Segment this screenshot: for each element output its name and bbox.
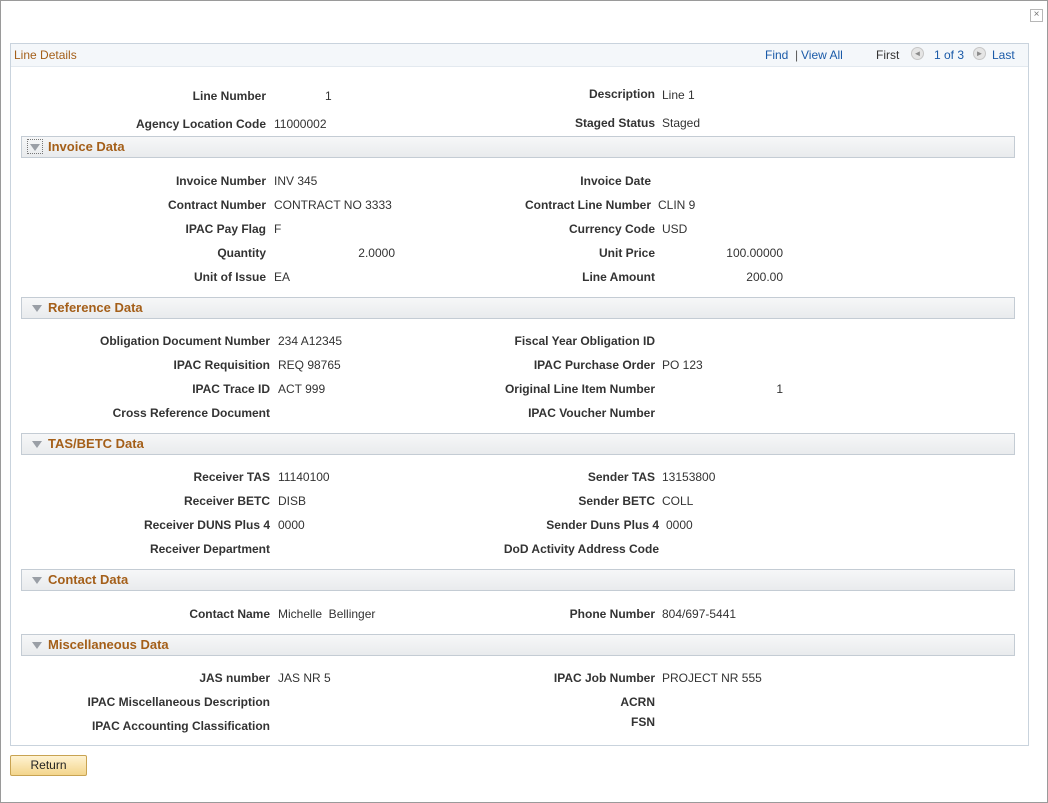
miscellaneous-data-section-header[interactable]: Miscellaneous Data: [21, 634, 1015, 656]
quantity-label: Quantity: [217, 246, 266, 260]
cross-reference-document-label: Cross Reference Document: [112, 406, 270, 420]
reference-data-title: Reference Data: [48, 300, 143, 315]
agency-location-code-label: Agency Location Code: [135, 117, 266, 131]
sender-betc-value: COLL: [662, 494, 694, 508]
obligation-document-number-value: 234 A12345: [278, 334, 343, 348]
tas-betc-data-title: TAS/BETC Data: [48, 436, 144, 451]
description-value: Line 1: [662, 88, 695, 102]
dod-activity-address-code-label: DoD Activity Address Code: [503, 542, 659, 556]
invoice-number-value: INV 345: [274, 174, 318, 188]
line-details-panel: Line Details Find | View All First ◄ 1 o…: [10, 43, 1029, 746]
find-link[interactable]: Find: [765, 48, 789, 62]
contract-line-number-label: Contract Line Number: [524, 198, 651, 212]
ipac-misc-description-label: IPAC Miscellaneous Description: [87, 695, 271, 709]
original-line-item-number-value: 1: [776, 382, 783, 396]
nav-separator: |: [795, 48, 799, 62]
unit-price-value: 100.00000: [726, 246, 783, 260]
ipac-purchase-order-label: IPAC Purchase Order: [533, 358, 655, 372]
ipac-trace-id-value: ACT 999: [278, 382, 326, 396]
contact-data-section-header[interactable]: Contact Data: [21, 569, 1015, 591]
unit-price-label: Unit Price: [598, 246, 655, 260]
last-link[interactable]: Last: [992, 48, 1015, 62]
view-all-link[interactable]: View All: [801, 48, 843, 62]
collapse-triangle-icon: [32, 642, 42, 649]
description-label: Description: [588, 87, 655, 101]
sender-tas-value: 13153800: [662, 470, 716, 484]
return-button[interactable]: Return: [10, 755, 87, 776]
row-position: 1 of 3: [934, 48, 965, 62]
line-number-value: 1: [325, 89, 332, 103]
contract-number-value: CONTRACT NO 3333: [274, 198, 392, 212]
original-line-item-number-label: Original Line Item Number: [504, 382, 655, 396]
prev-arrow-icon[interactable]: ◄: [911, 47, 924, 60]
line-number-label: Line Number: [192, 89, 266, 103]
collapse-toggle[interactable]: [27, 139, 43, 154]
staged-status-label: Staged Status: [574, 116, 655, 130]
receiver-duns-label: Receiver DUNS Plus 4: [143, 518, 270, 532]
invoice-data-title: Invoice Data: [48, 139, 125, 154]
collapse-triangle-icon: [32, 577, 42, 584]
next-arrow-icon[interactable]: ►: [973, 47, 986, 60]
collapse-triangle-icon: [32, 305, 42, 312]
receiver-department-label: Receiver Department: [149, 542, 270, 556]
ipac-purchase-order-value: PO 123: [662, 358, 703, 372]
invoice-data-section-header[interactable]: Invoice Data: [21, 136, 1015, 158]
jas-number-value: JAS NR 5: [278, 671, 331, 685]
ipac-accounting-classification-label: IPAC Accounting Classification: [91, 719, 270, 733]
receiver-betc-label: Receiver BETC: [183, 494, 270, 508]
ipac-requisition-label: IPAC Requisition: [173, 358, 270, 372]
ipac-job-number-label: IPAC Job Number: [553, 671, 655, 685]
sender-betc-label: Sender BETC: [578, 494, 655, 508]
invoice-number-label: Invoice Number: [175, 174, 266, 188]
staged-status-value: Staged: [662, 116, 701, 130]
contact-data-title: Contact Data: [48, 572, 129, 587]
phone-number-value: 804/697-5441: [662, 607, 737, 621]
invoice-date-label: Invoice Date: [580, 174, 651, 188]
ipac-pay-flag-label: IPAC Pay Flag: [185, 222, 266, 236]
contact-name-value: Michelle Bellinger: [278, 607, 376, 621]
quantity-value: 2.0000: [358, 246, 395, 260]
ipac-pay-flag-value: F: [274, 222, 282, 236]
panel-title: Line Details: [14, 48, 77, 62]
jas-number-label: JAS number: [199, 671, 270, 685]
ipac-job-number-value: PROJECT NR 555: [662, 671, 762, 685]
miscellaneous-data-title: Miscellaneous Data: [48, 637, 169, 652]
agency-location-code-value: 11000002: [274, 117, 327, 131]
phone-number-label: Phone Number: [569, 607, 655, 621]
collapse-triangle-icon: [30, 144, 40, 151]
unit-of-issue-label: Unit of Issue: [193, 270, 266, 284]
contract-line-number-value: CLIN 9: [658, 198, 696, 212]
first-label: First: [876, 48, 900, 62]
currency-code-label: Currency Code: [568, 222, 655, 236]
receiver-duns-value: 0000: [278, 518, 305, 532]
sender-duns-label: Sender Duns Plus 4: [546, 518, 659, 532]
obligation-document-number-label: Obligation Document Number: [99, 334, 270, 348]
unit-of-issue-value: EA: [274, 270, 291, 284]
tas-betc-data-section-header[interactable]: TAS/BETC Data: [21, 433, 1015, 455]
contract-number-label: Contract Number: [167, 198, 266, 212]
currency-code-value: USD: [662, 222, 688, 236]
receiver-tas-label: Receiver TAS: [193, 470, 270, 484]
panel-header: Line Details Find | View All First ◄ 1 o…: [11, 44, 1028, 67]
ipac-voucher-number-label: IPAC Voucher Number: [528, 406, 655, 420]
contact-name-label: Contact Name: [189, 607, 270, 621]
receiver-tas-value: 11140100: [278, 470, 330, 484]
sender-duns-value: 0000: [666, 518, 693, 532]
line-amount-label: Line Amount: [582, 270, 655, 284]
fsn-label: FSN: [631, 715, 655, 729]
ipac-requisition-value: REQ 98765: [278, 358, 341, 372]
fiscal-year-obligation-id-label: Fiscal Year Obligation ID: [514, 334, 656, 348]
line-amount-value: 200.00: [746, 270, 783, 284]
receiver-betc-value: DISB: [278, 494, 307, 508]
ipac-trace-id-label: IPAC Trace ID: [192, 382, 270, 396]
close-icon[interactable]: ×: [1030, 9, 1043, 22]
collapse-triangle-icon: [32, 441, 42, 448]
sender-tas-label: Sender TAS: [587, 470, 655, 484]
acrn-label: ACRN: [620, 695, 655, 709]
reference-data-section-header[interactable]: Reference Data: [21, 297, 1015, 319]
